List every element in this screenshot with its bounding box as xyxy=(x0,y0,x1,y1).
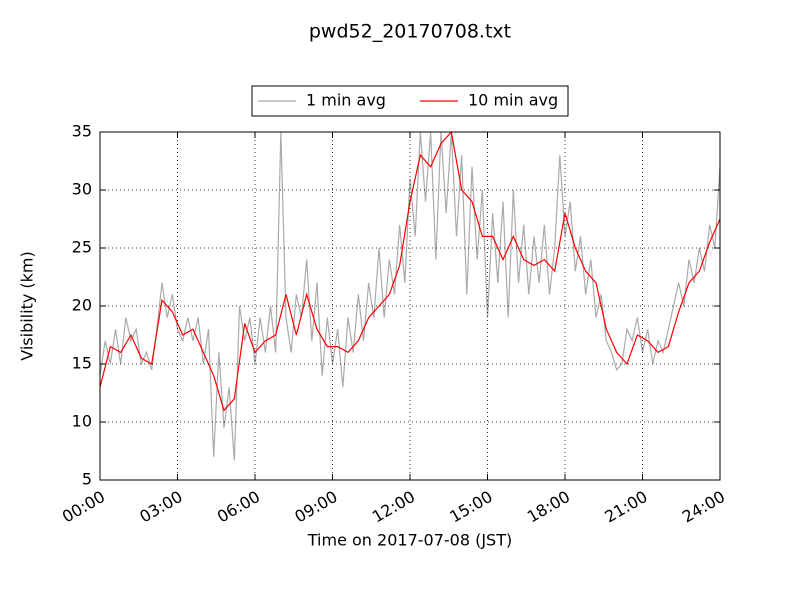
x-axis-label: Time on 2017-07-08 (JST) xyxy=(307,531,512,550)
legend-label: 10 min avg xyxy=(468,91,558,110)
legend xyxy=(251,85,569,117)
y-tick-label: 20 xyxy=(72,296,92,315)
x-tick-label: 00:00 xyxy=(59,487,108,527)
x-tick-label: 12:00 xyxy=(369,487,418,527)
y-tick-label: 10 xyxy=(72,412,92,431)
data-line xyxy=(100,131,720,412)
plot-area xyxy=(100,131,720,461)
x-tick-label: 15:00 xyxy=(446,487,495,527)
x-tick-label: 09:00 xyxy=(291,487,340,527)
y-tick-label: 35 xyxy=(72,122,92,141)
y-tick-label: 15 xyxy=(72,354,92,373)
data-line xyxy=(100,131,720,461)
y-tick-label: 30 xyxy=(72,180,92,199)
x-tick-label: 24:00 xyxy=(679,487,728,527)
legend-label: 1 min avg xyxy=(306,91,386,110)
x-tick-label: 03:00 xyxy=(136,487,185,527)
y-tick-label: 5 xyxy=(82,470,92,489)
x-tick-label: 06:00 xyxy=(214,487,263,527)
x-tick-label: 21:00 xyxy=(601,487,650,527)
chart-title: pwd52_20170708.txt xyxy=(309,21,511,43)
y-axis-label: Visibility (km) xyxy=(18,251,37,360)
x-tick-label: 18:00 xyxy=(524,487,573,527)
y-tick-label: 25 xyxy=(72,238,92,257)
